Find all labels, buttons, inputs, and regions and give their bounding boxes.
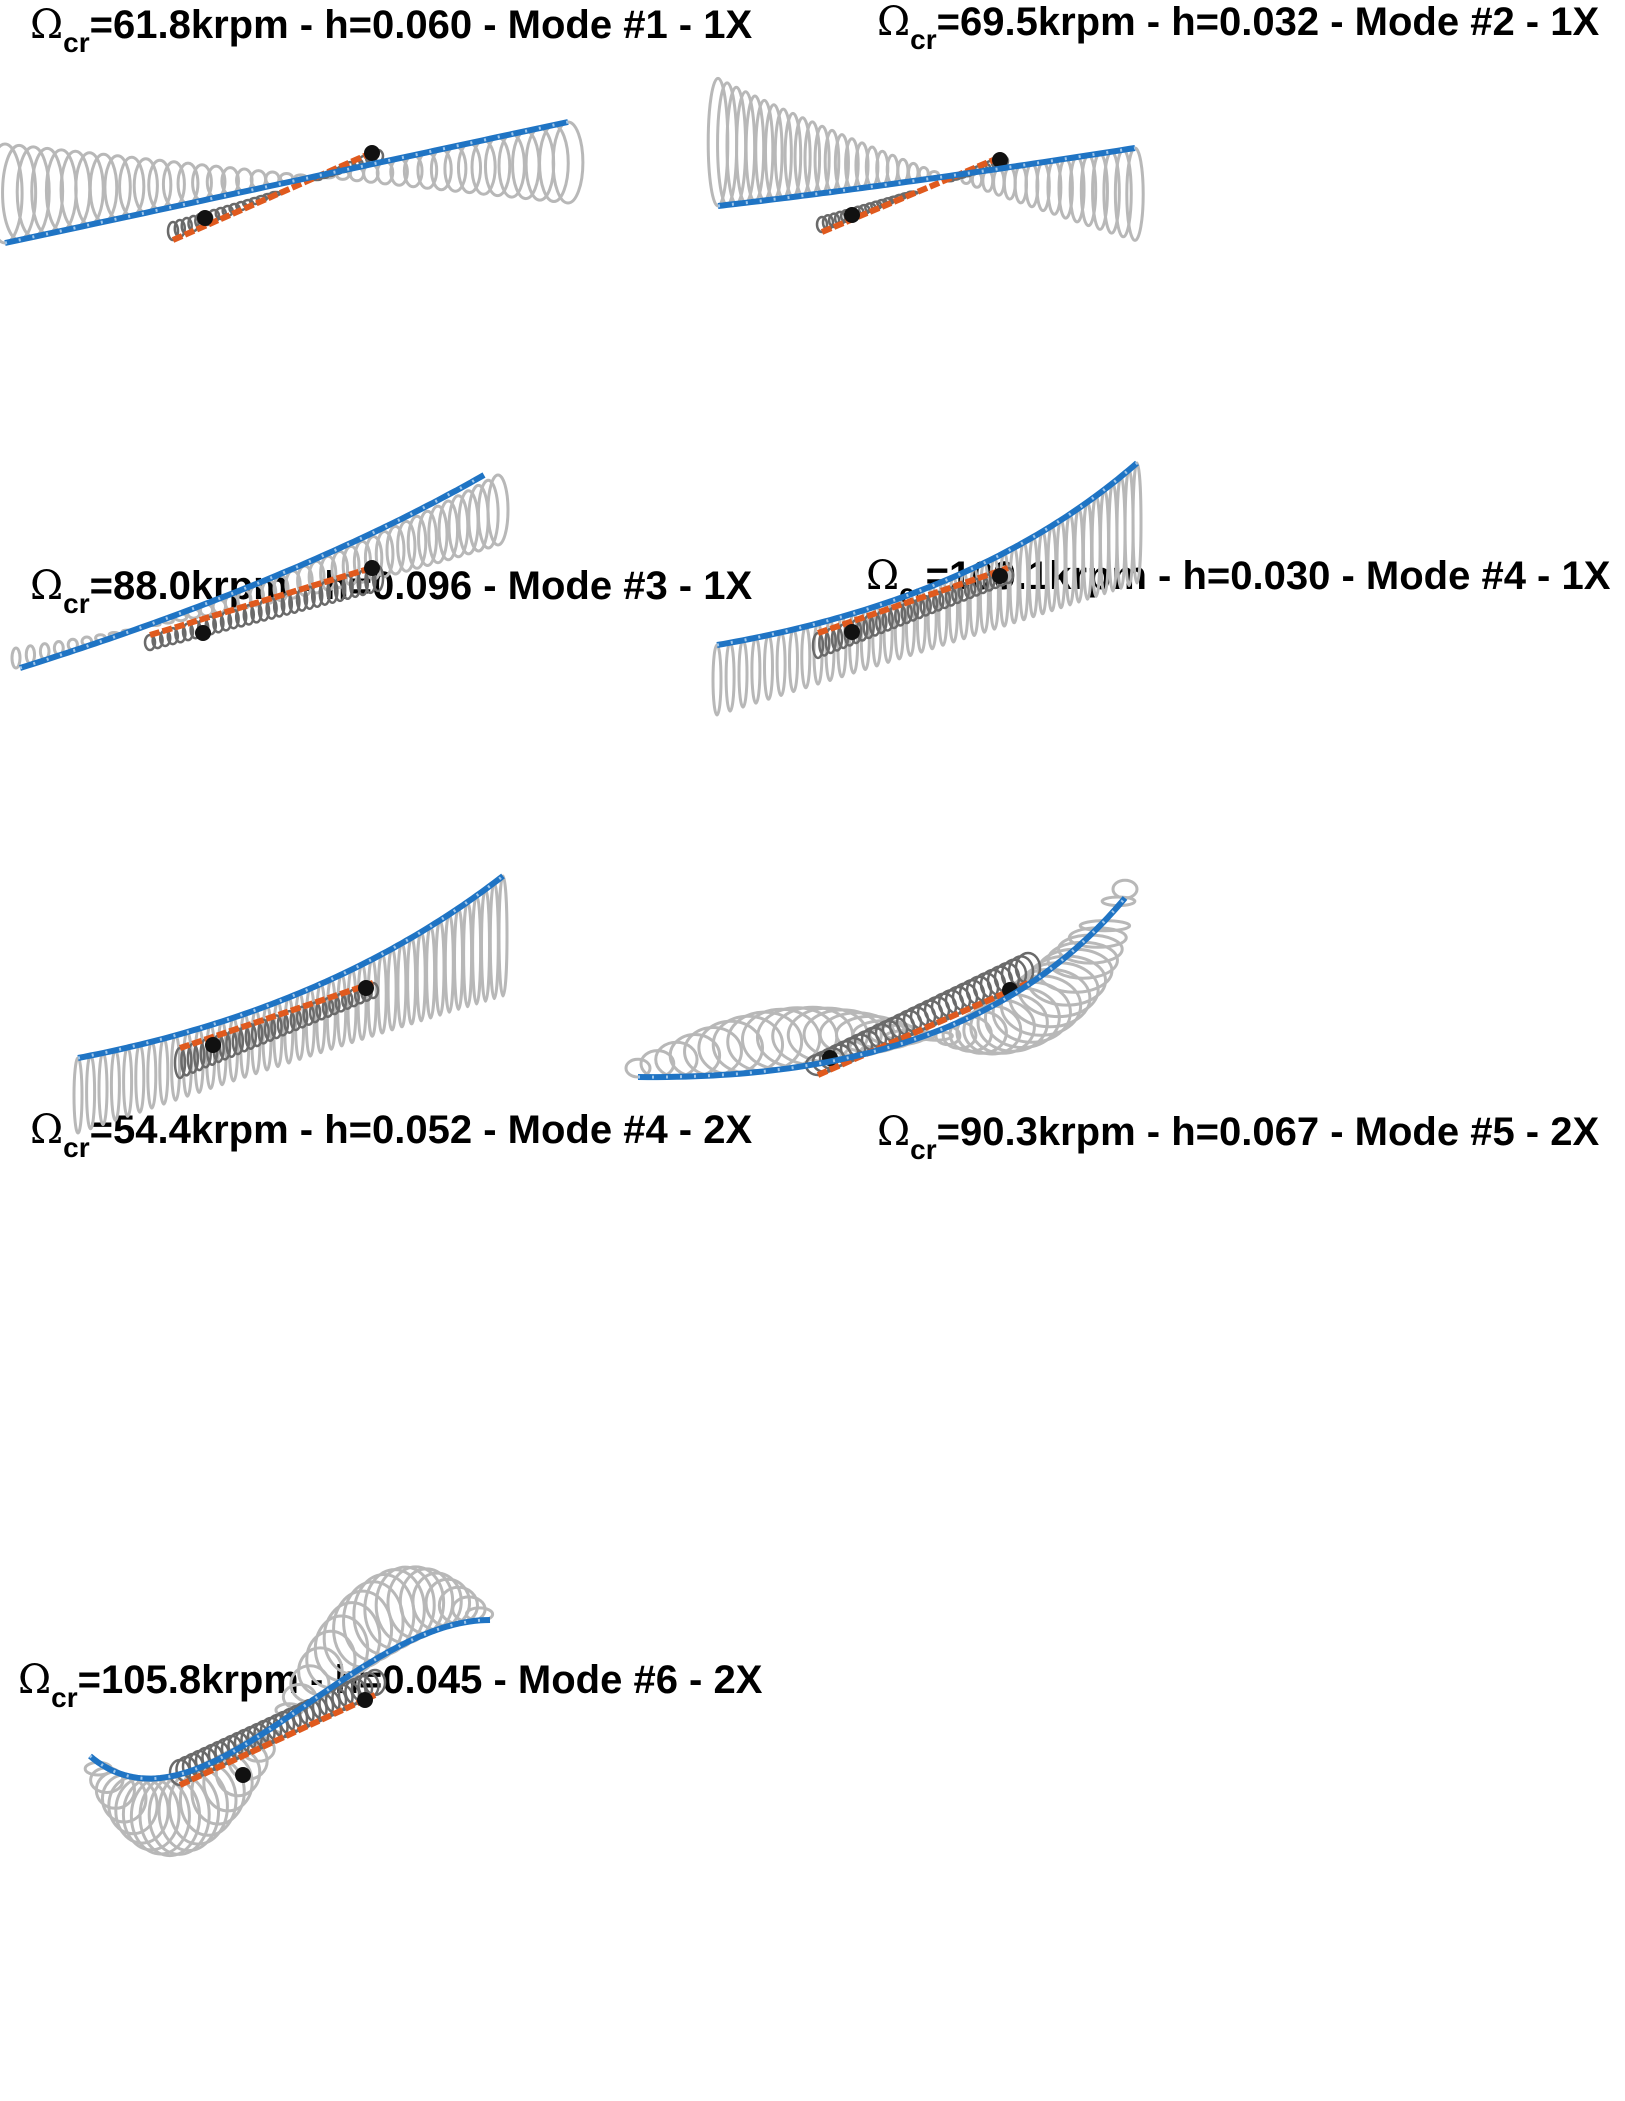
inner-shaft-line [149,563,379,638]
inner-orbit-ellipse [932,590,945,612]
orbit-ellipse [406,514,428,570]
orbit-ellipse [437,499,460,562]
inner-shaft-line [817,565,1009,636]
inner-orbit-ellipse [970,577,983,597]
inner-orbit-ellipse [280,592,294,616]
inner-orbit-ellipse [257,1018,270,1045]
bearing-marker [364,145,380,161]
orbit-ellipse [374,530,395,579]
subscript: cr [910,24,937,55]
bearing-marker [235,1767,251,1783]
orbit-ellipse [427,504,449,565]
inner-orbit-ellipse [308,1001,322,1024]
omega-symbol: Ω [30,1107,64,1153]
shaft-line [4,119,569,246]
orbit-ellipse [417,509,438,568]
omega-symbol: Ω [30,563,64,609]
bearing-marker [205,1037,221,1053]
shaft-nodes [716,461,1138,647]
omega-symbol: Ω [30,2,64,48]
bearing-marker [197,210,213,226]
omega-symbol: Ω [866,553,900,599]
shaft-line [19,472,486,671]
inner-shaft-line [816,980,1030,1078]
panel-5-title: Ωcr=54.4krpm - h=0.052 - Mode #4 - 2X [30,1110,752,1162]
subscript: cr [63,588,90,619]
shaft-line [637,896,1128,1081]
bearing-marker [358,980,374,996]
inner-shaft-line [178,1692,377,1788]
inner-orbit-ellipse [270,1014,283,1040]
subscript: cr [910,1134,937,1165]
omega-symbol: Ω [877,1109,911,1155]
panel-3-title: Ωcr=88.0krpm - h=0.096 - Mode #3 - 1X [30,566,752,618]
inner-orbit-ellipse [295,1005,309,1029]
inner-orbit-ellipse [341,573,354,601]
orbit-ellipse [396,519,417,573]
omega-symbol: Ω [18,1657,52,1703]
inner-orbit-ellipse [363,1668,387,1697]
panel-6-title: Ωcr=90.3krpm - h=0.067 - Mode #5 - 2X [877,1112,1599,1164]
inner-orbit-ellipse [982,573,996,592]
inner-orbit-ellipse [957,581,970,602]
title-text: =105.8krpm - h=0.045 - Mode #6 - 2X [77,1658,763,1702]
bearing-marker [844,624,860,640]
inner-orbit-ellipse [166,626,180,646]
bearing-marker [992,152,1008,168]
inner-orbit-ellipse [303,585,316,610]
orbit-ellipse [476,478,500,550]
panel-7-title: Ωcr=105.8krpm - h=0.045 - Mode #6 - 2X [18,1660,762,1712]
omega-symbol: Ω [877,0,911,45]
bearing-marker [844,207,860,223]
title-text: =88.0krpm - h=0.096 - Mode #3 - 1X [89,564,753,608]
title-text: =54.4krpm - h=0.052 - Mode #4 - 2X [89,1108,753,1152]
inner-orbit-ellipse [265,596,278,620]
bearing-marker [195,625,211,641]
bearing-marker [992,568,1008,584]
title-text: =90.3krpm - h=0.067 - Mode #5 - 2X [936,1110,1600,1154]
subscript: cr [63,1132,90,1163]
orbit-ellipse [10,646,22,670]
inner-orbit-ellipse [283,1009,296,1034]
shaft-line [88,1617,491,1782]
title-text: =69.5krpm - h=0.032 - Mode #2 - 1X [936,0,1600,44]
orbit-ellipse [385,524,406,576]
orbit-ellipse [330,549,350,590]
shaft-nodes [717,146,1136,208]
panel-1-title: Ωcr=61.8krpm - h=0.060 - Mode #1 - 1X [30,5,752,57]
inner-orbit-ellipse [944,586,958,607]
orbit-ellipse [486,473,510,547]
inner-shaft-line [171,147,380,243]
bearing-marker [357,1692,373,1708]
inner-orbit-ellipse [242,603,256,626]
subscript: cr [63,27,90,58]
shaft-nodes [77,874,504,1060]
panel-2-title: Ωcr=69.5krpm - h=0.032 - Mode #2 - 1X [877,2,1599,54]
subscript: cr [51,1682,78,1713]
title-text: =61.8krpm - h=0.060 - Mode #1 - 1X [89,3,753,47]
orbit-ellipse [1111,878,1139,900]
shaft-nodes [89,1618,491,1781]
bearing-marker [364,560,380,576]
